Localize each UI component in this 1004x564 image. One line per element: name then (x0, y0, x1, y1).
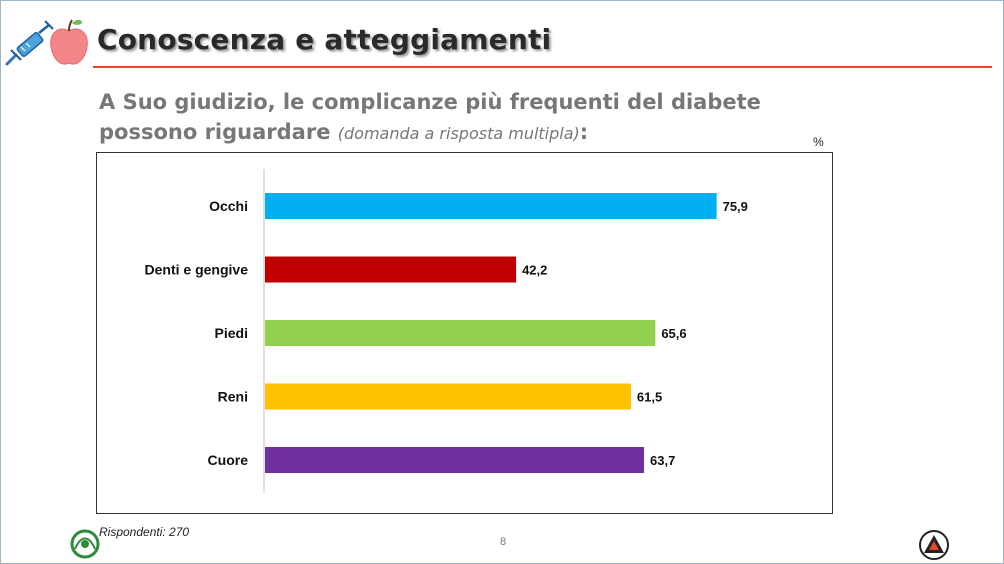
bar (265, 383, 631, 410)
bar-value-label: 61,5 (637, 390, 662, 405)
header-logo (5, 19, 88, 66)
triangle-logo-icon (919, 530, 949, 560)
bar-value-label: 63,7 (650, 453, 675, 468)
chart-frame: Occhi 75,9 Denti e gengive 42,2 Piedi 65,6 Ren… (96, 152, 833, 514)
question-main: A Suo giudizio, le complicanze più frequ… (99, 90, 761, 144)
category-label: Cuore (208, 452, 249, 468)
title-divider (93, 66, 992, 68)
slide-title: Conoscenza e atteggiamenti (97, 23, 552, 56)
bar (265, 256, 517, 283)
category-label: Piedi (215, 325, 248, 341)
category-label: Denti e gengive (145, 262, 249, 278)
bar-value-label: 42,2 (522, 263, 547, 278)
question-note: (domanda a risposta multipla) (337, 124, 580, 143)
page-number: 8 (500, 536, 507, 548)
bar-value-label: 75,9 (723, 199, 748, 214)
category-label: Occhi (209, 198, 248, 214)
question-end: : (579, 120, 589, 144)
category-label: Reni (218, 389, 248, 405)
bar (265, 320, 656, 346)
question-text: A Suo giudizio, le complicanze più frequ… (99, 87, 799, 149)
apple-icon (50, 19, 88, 65)
bar-chart: Occhi 75,9 Denti e gengive 42,2 Piedi 65,6 Ren… (145, 169, 748, 493)
respondents-footnote: Rispondenti: 270 (99, 525, 190, 539)
bar (265, 447, 645, 473)
unit-label: % (813, 135, 824, 149)
association-logo-icon (70, 529, 100, 559)
syringe-icon (5, 20, 54, 66)
bar-value-label: 65,6 (661, 326, 686, 341)
bar (265, 193, 717, 219)
